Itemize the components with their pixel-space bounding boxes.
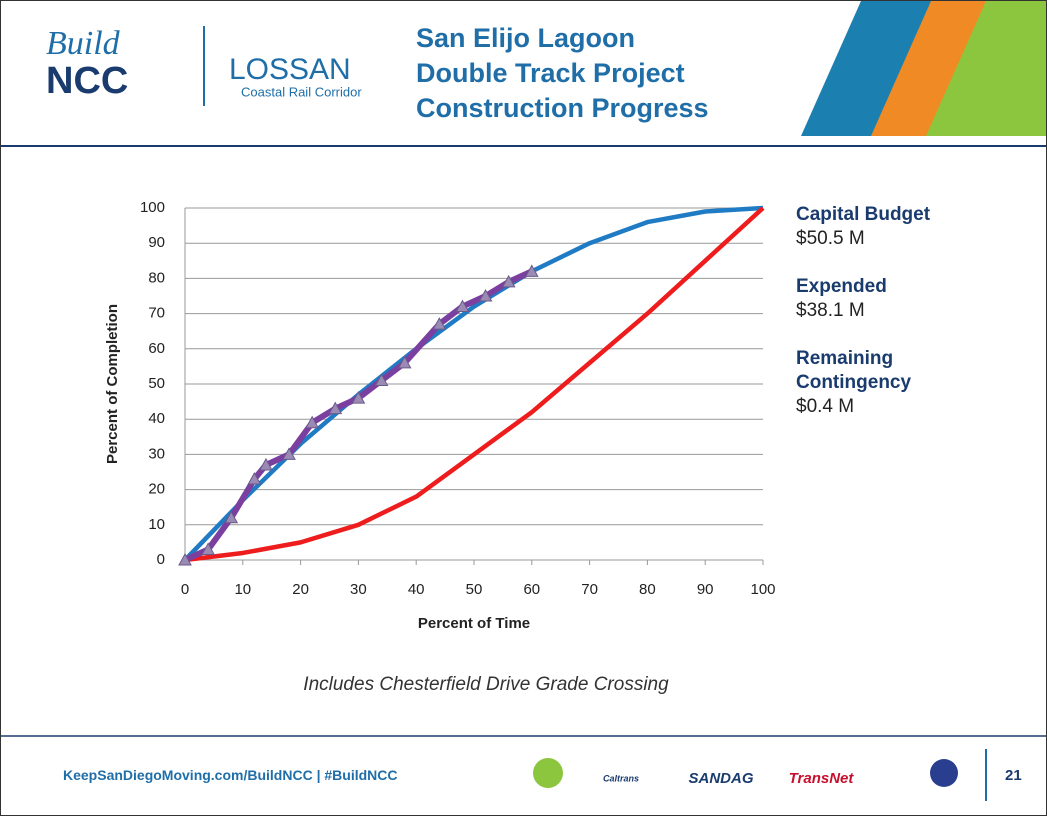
y-tick-label: 90 xyxy=(148,234,165,251)
point-marker xyxy=(432,317,447,330)
stat-value: $0.4 M xyxy=(796,396,855,417)
x-tick-label: 40 xyxy=(408,581,425,598)
title-line: Double Track Project xyxy=(416,58,685,88)
x-axis-title: Percent of Time xyxy=(418,615,530,632)
partner-logo: Caltrans xyxy=(603,773,639,783)
point-marker xyxy=(305,415,320,429)
sidebar: Capital Budget $50.5 M Expended $38.1 M Rema… xyxy=(796,203,996,443)
slide-title: San Elijo Lagoon Double Track Project Cons… xyxy=(416,21,709,126)
stat-value: $50.5 M xyxy=(796,228,865,249)
point-marker xyxy=(178,552,192,566)
y-tick-label: 30 xyxy=(148,445,165,462)
x-tick-label: 10 xyxy=(234,581,251,598)
y-tick-label: 80 xyxy=(148,269,165,286)
stat-label: Remaining Contingency xyxy=(796,348,912,393)
partner-icon xyxy=(533,758,563,788)
logo-bold: NCC xyxy=(46,60,128,102)
point-marker xyxy=(259,457,273,471)
partner-logo: TransNet xyxy=(789,770,855,787)
x-tick-label: 0 xyxy=(181,581,189,598)
header-banner xyxy=(1,1,1046,147)
logo-script: Build xyxy=(46,25,121,62)
series-line xyxy=(184,206,765,563)
point-marker xyxy=(478,288,493,302)
x-tick-label: 20 xyxy=(292,581,309,598)
x-tick-label: 80 xyxy=(639,581,656,598)
y-tick-label: 20 xyxy=(148,481,165,498)
series-line xyxy=(183,268,534,563)
y-axis-title: Percent of Completion xyxy=(104,304,121,464)
partner-logo: SANDAG xyxy=(688,770,753,787)
partner-icon xyxy=(930,759,958,787)
y-tick-label: 70 xyxy=(148,305,165,322)
note: Includes Chesterfield Drive Grade Crossi… xyxy=(303,674,669,695)
point-marker xyxy=(224,510,239,524)
point-marker xyxy=(501,274,516,288)
y-tick-label: 10 xyxy=(148,516,165,533)
y-tick-label: 40 xyxy=(148,410,165,427)
x-tick-label: 30 xyxy=(350,581,367,598)
partner-logos: Caltrans SANDAG TransNet xyxy=(533,758,958,788)
stat-label: Expended xyxy=(796,276,887,297)
x-tick-label: 100 xyxy=(750,581,775,598)
point-marker xyxy=(282,447,296,460)
point-marker xyxy=(328,401,343,415)
title-line: San Elijo Lagoon xyxy=(416,23,636,53)
lossan-sub: Coastal Rail Corridor xyxy=(241,84,362,99)
x-tick-label: 50 xyxy=(466,581,483,598)
x-tick-label: 90 xyxy=(697,581,714,598)
x-tick-label: 70 xyxy=(581,581,598,598)
stat-label: Capital Budget xyxy=(796,204,931,225)
point-marker xyxy=(201,542,215,555)
y-tick-label: 60 xyxy=(148,340,165,357)
point-marker xyxy=(524,264,539,277)
x-tick-label: 60 xyxy=(523,581,540,598)
point-marker xyxy=(247,471,262,485)
point-marker xyxy=(374,373,389,386)
page-number: 21 xyxy=(1005,767,1022,784)
series-line xyxy=(183,205,764,562)
point-marker xyxy=(397,355,412,369)
y-tick-label: 100 xyxy=(140,199,165,216)
point-marker xyxy=(351,391,366,404)
y-tick-label: 0 xyxy=(157,551,165,568)
chart: 0 10 20 30 40 50 60 70 80 90 100 0 10 20 30 40 50 60 70 80 9… xyxy=(104,199,776,632)
title-line: Construction Progress xyxy=(416,93,709,123)
stat-value: $38.1 M xyxy=(796,300,865,321)
lossan: LOSSAN xyxy=(229,53,351,86)
footer-link: KeepSanDiegoMoving.com/BuildNCC | #Build… xyxy=(63,767,398,783)
point-marker xyxy=(455,299,470,313)
y-tick-label: 50 xyxy=(148,375,165,392)
